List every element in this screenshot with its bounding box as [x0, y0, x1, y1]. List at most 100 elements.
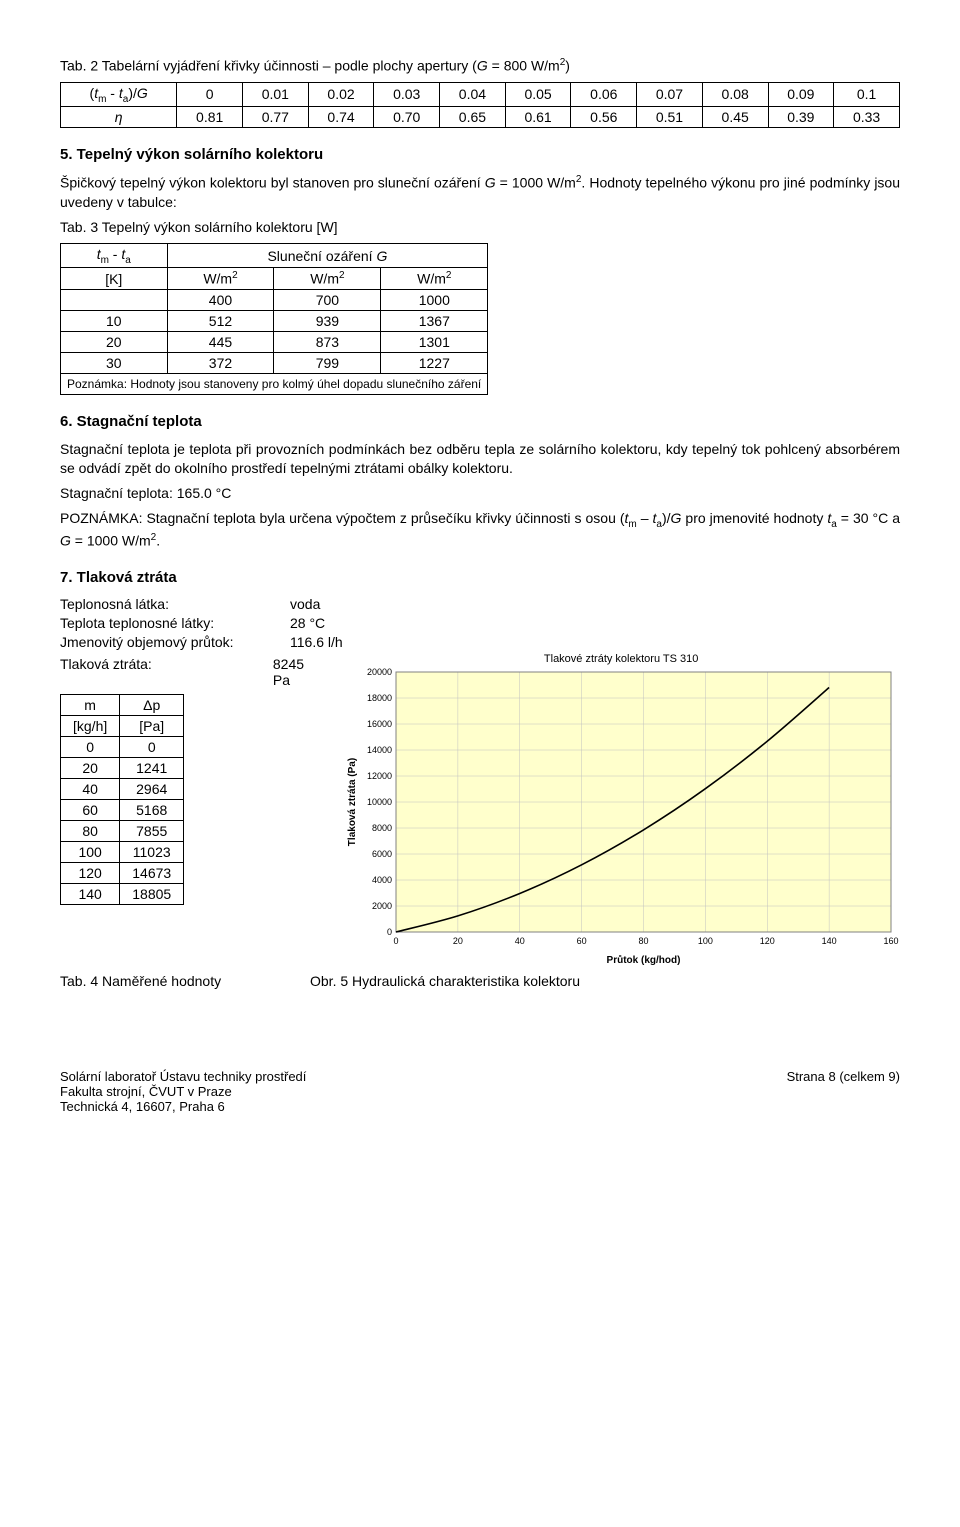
pressure-chart: Tlakové ztráty kolektoru TS 310 02040608…	[341, 653, 901, 967]
tab4-h2: Δp	[120, 694, 184, 715]
tab4-u1: [kg/h]	[61, 715, 120, 736]
section-7-title: 7. Tlaková ztráta	[60, 569, 900, 586]
tab2-eta: 0.81	[177, 107, 243, 128]
tab3-cell: 873	[274, 332, 381, 353]
tab3-unitK: [K]	[61, 268, 168, 290]
tab4-caption: Tab. 4 Naměřené hodnoty	[60, 973, 290, 989]
svg-text:8000: 8000	[372, 823, 392, 833]
kv-val: voda	[290, 596, 320, 612]
tab4-cell: 14673	[120, 862, 184, 883]
tab2-eta: 0.51	[637, 107, 703, 128]
tab3-cell: 1367	[381, 311, 488, 332]
tab4-cell: 120	[61, 862, 120, 883]
section-6-title: 6. Stagnační teplota	[60, 413, 900, 430]
svg-text:12000: 12000	[367, 771, 392, 781]
section-5-title: 5. Tepelný výkon solárního kolektoru	[60, 146, 900, 163]
tab2-col: 0	[177, 82, 243, 107]
tab4-cell: 20	[61, 757, 120, 778]
tab3-cell: 30	[61, 353, 168, 374]
fig5-caption: Obr. 5 Hydraulická charakteristika kolek…	[310, 973, 900, 989]
svg-text:40: 40	[515, 936, 525, 946]
svg-text:18000: 18000	[367, 693, 392, 703]
tab3-cell: 939	[274, 311, 381, 332]
tab4-cell: 0	[61, 736, 120, 757]
tab4-cell: 7855	[120, 820, 184, 841]
tab3-cell: 512	[167, 311, 274, 332]
svg-text:60: 60	[577, 936, 587, 946]
footer-r1: Strana 8 (celkem 9)	[787, 1069, 900, 1114]
tab3-caption: Tab. 3 Tepelný výkon solárního kolektoru…	[60, 218, 900, 237]
tab2-eta: 0.65	[440, 107, 506, 128]
tab4-cell: 2964	[120, 778, 184, 799]
svg-text:80: 80	[639, 936, 649, 946]
tab2-col: 0.07	[637, 82, 703, 107]
tab3-cell: 1227	[381, 353, 488, 374]
tab2-eta: 0.74	[308, 107, 374, 128]
tab3-cell: 1301	[381, 332, 488, 353]
tab2-col: 0.08	[702, 82, 768, 107]
tab4-cell: 40	[61, 778, 120, 799]
tab4-cell: 140	[61, 883, 120, 904]
tab2-eta: 0.39	[768, 107, 834, 128]
s6-p3: POZNÁMKA: Stagnační teplota byla určena …	[60, 509, 900, 551]
svg-text:14000: 14000	[367, 745, 392, 755]
svg-text:4000: 4000	[372, 875, 392, 885]
svg-text:0: 0	[387, 927, 392, 937]
tab3-cell: 10	[61, 311, 168, 332]
svg-text:140: 140	[822, 936, 837, 946]
tab3-cell: 799	[274, 353, 381, 374]
kv-row: Teplota teplonosné látky: 28 °C	[60, 615, 900, 631]
page-footer: Solární laboratoř Ústavu techniky prostř…	[60, 1069, 900, 1114]
tab3-note: Poznámka: Hodnoty jsou stanoveny pro kol…	[61, 374, 488, 395]
tab2-col: 0.04	[440, 82, 506, 107]
tab3-table: tm - ta Sluneční ozáření G [K] W/m2 W/m2…	[60, 243, 488, 395]
tab4-cell: 0	[120, 736, 184, 757]
tab2-eta: 0.45	[702, 107, 768, 128]
svg-text:10000: 10000	[367, 797, 392, 807]
tab3-irr: 400	[167, 290, 274, 311]
svg-text:160: 160	[884, 936, 899, 946]
tab3-irr: 700	[274, 290, 381, 311]
tab2-hdr: (tm - ta)/G	[61, 82, 177, 107]
svg-text:100: 100	[698, 936, 713, 946]
tab3-irr: 1000	[381, 290, 488, 311]
svg-text:Průtok (kg/hod): Průtok (kg/hod)	[607, 954, 681, 966]
tab2-col: 0.1	[834, 82, 900, 107]
kv-val: 8245 Pa	[273, 656, 321, 688]
tab2-eta: 0.70	[374, 107, 440, 128]
tab3-unitW: W/m2	[167, 268, 274, 290]
tab4-h1: m	[61, 694, 120, 715]
s6-p2: Stagnační teplota: 165.0 °C	[60, 484, 900, 503]
tab4-cell: 18805	[120, 883, 184, 904]
kv-label: Tlaková ztráta:	[60, 656, 273, 688]
tab4-cell: 80	[61, 820, 120, 841]
footer-l3: Technická 4, 16607, Praha 6	[60, 1099, 306, 1114]
s5-p1: Špičkový tepelný výkon kolektoru byl sta…	[60, 173, 900, 211]
tab2-table: (tm - ta)/G 0 0.01 0.02 0.03 0.04 0.05 0…	[60, 82, 900, 129]
tab2-col: 0.06	[571, 82, 637, 107]
svg-text:2000: 2000	[372, 901, 392, 911]
svg-text:20000: 20000	[367, 667, 392, 677]
tab2-col: 0.01	[243, 82, 309, 107]
tab2-caption: Tab. 2 Tabelární vyjádření křivky účinno…	[60, 56, 900, 76]
tab3-cell: 20	[61, 332, 168, 353]
kv-label: Jmenovitý objemový průtok:	[60, 634, 290, 650]
tab4-table: m Δp [kg/h] [Pa] 00 201241 402964 605168…	[60, 694, 184, 905]
kv-row: Jmenovitý objemový průtok: 116.6 l/h	[60, 634, 900, 650]
tab2-col: 0.05	[505, 82, 571, 107]
tab4-cell: 5168	[120, 799, 184, 820]
chart-svg: 0204060801001201401600200040006000800010…	[341, 667, 901, 967]
s6-p1: Stagnační teplota je teplota při provozn…	[60, 440, 900, 478]
tab2-eta: 0.77	[243, 107, 309, 128]
tab2-eta: 0.33	[834, 107, 900, 128]
tab2-col: 0.03	[374, 82, 440, 107]
tab4-cell: 11023	[120, 841, 184, 862]
kv-label: Teplota teplonosné látky:	[60, 615, 290, 631]
tab2-eta: 0.56	[571, 107, 637, 128]
tab2-col: 0.02	[308, 82, 374, 107]
svg-text:6000: 6000	[372, 849, 392, 859]
tab2-eta: 0.61	[505, 107, 571, 128]
tab4-u2: [Pa]	[120, 715, 184, 736]
svg-text:0: 0	[394, 936, 399, 946]
tab4-cell: 100	[61, 841, 120, 862]
